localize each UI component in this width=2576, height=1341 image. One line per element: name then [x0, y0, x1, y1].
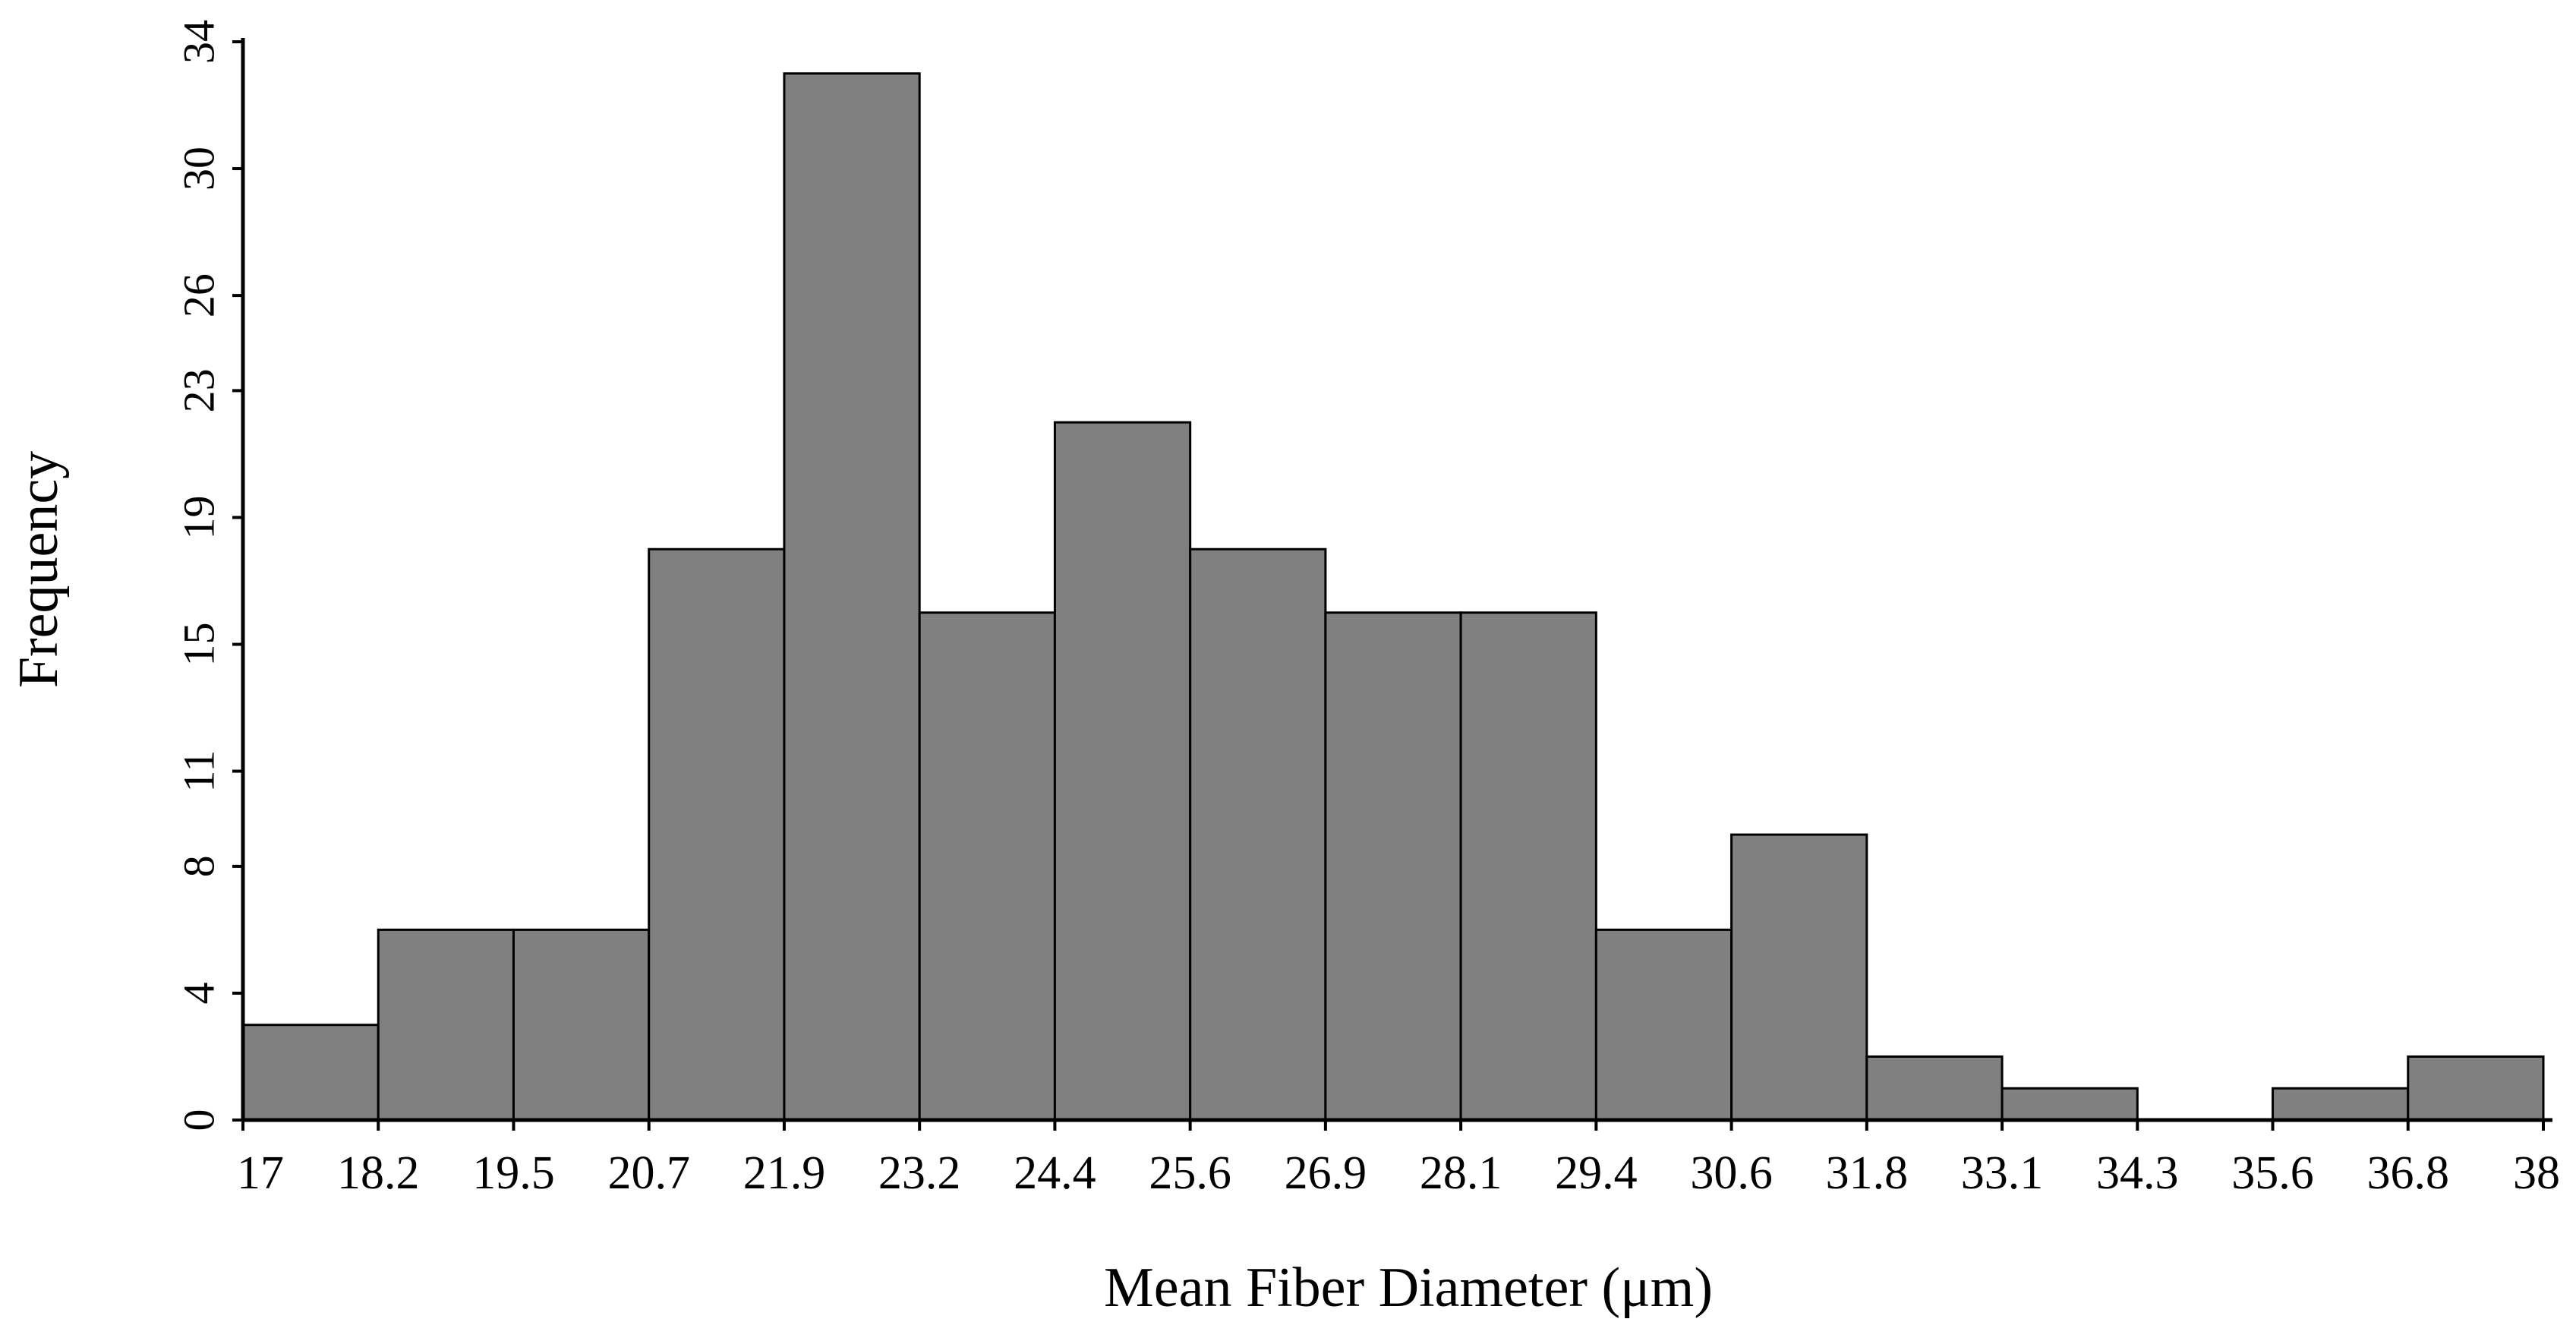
x-tick-label: 38 [2513, 1147, 2560, 1199]
y-tick-label: 26 [174, 273, 223, 317]
y-tick-label: 23 [174, 368, 223, 412]
histogram-bar-11 [1594, 928, 1733, 1122]
x-tick-label: 29.4 [1555, 1147, 1638, 1199]
histogram-bar-7 [1053, 421, 1192, 1122]
histogram-bar-6 [918, 611, 1056, 1122]
x-tick-label: 17 [237, 1147, 284, 1199]
histogram-bar-3 [512, 928, 651, 1122]
x-axis-title: Mean Fiber Diameter (μm) [1104, 1257, 1713, 1319]
x-tick-label: 24.4 [1014, 1147, 1096, 1199]
x-tick-label: 26.9 [1285, 1147, 1367, 1199]
x-tick-label: 23.2 [878, 1147, 961, 1199]
histogram-bar-8 [1189, 547, 1327, 1122]
x-tick-label: 36.8 [2367, 1147, 2450, 1199]
y-tick-label: 15 [174, 623, 223, 667]
histogram-bar-14 [2001, 1087, 2139, 1122]
axes-layer [241, 38, 2552, 1122]
x-tick-label: 31.8 [1826, 1147, 1909, 1199]
histogram-bar-9 [1324, 611, 1462, 1122]
y-tick-label: 8 [174, 855, 223, 877]
bars-layer [241, 72, 2545, 1122]
x-tick-label: 18.2 [337, 1147, 420, 1199]
histogram-bar-5 [783, 72, 921, 1122]
histogram-bar-1 [241, 1024, 380, 1122]
y-tick-label: 4 [174, 982, 223, 1004]
x-tick-label: 20.7 [607, 1147, 690, 1199]
y-tick-label: 19 [174, 495, 223, 539]
x-tick-label: 19.5 [472, 1147, 555, 1199]
y-tick-label: 34 [174, 20, 223, 64]
x-tick-label: 25.6 [1149, 1147, 1231, 1199]
y-tick-label: 0 [174, 1109, 223, 1131]
y-axis-title: Frequency [8, 451, 70, 688]
ticks-layer: 17 18.2 19.5 20.7 21.9 23.2 24.4 25.6 26.9 28.1 29… [174, 20, 2560, 1199]
histogram-bar-4 [648, 547, 786, 1122]
histogram-bar-10 [1459, 611, 1597, 1122]
histogram-bar-13 [1865, 1055, 2004, 1122]
x-tick-label: 33.1 [1961, 1147, 2044, 1199]
x-tick-label: 35.6 [2231, 1147, 2314, 1199]
x-tick-label: 30.6 [1690, 1147, 1773, 1199]
x-tick-label: 34.3 [2096, 1147, 2179, 1199]
y-tick-label: 30 [174, 147, 223, 191]
x-tick-label: 28.1 [1420, 1147, 1502, 1199]
y-tick-label: 11 [174, 750, 223, 793]
histogram-bar-16 [2272, 1087, 2410, 1122]
histogram-bar-12 [1730, 833, 1868, 1122]
x-tick-label: 21.9 [743, 1147, 826, 1199]
histogram-bar-2 [377, 928, 515, 1122]
histogram-bar-17 [2407, 1055, 2545, 1122]
